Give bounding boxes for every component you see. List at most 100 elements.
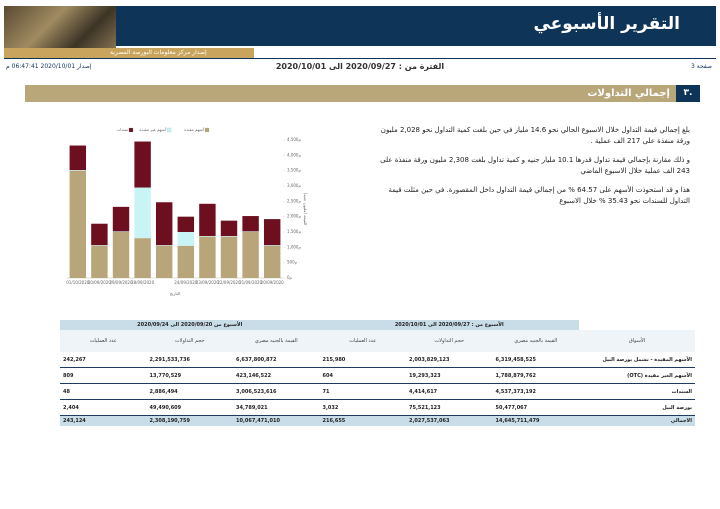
cell: الأسبوع من : 2020/09/27 الى 2020/10/01: [319, 320, 579, 330]
cell: 2,003,829,123: [406, 352, 493, 368]
y-tick-label: 4,500م: [287, 137, 301, 142]
bar-segment: [155, 245, 173, 246]
x-tick-label: 28/09/2020: [131, 280, 155, 285]
x-tick-label: 30/09/2020: [88, 280, 112, 285]
y-tick-label: 4,000م: [287, 152, 301, 157]
cell: الاجمالي: [579, 415, 695, 426]
x-tick-label: 01/10/2020: [66, 280, 90, 285]
report-title: التقرير الأسبوعي: [533, 14, 680, 34]
cell: 4,537,373,192: [492, 383, 579, 400]
y-tick-label: 3,000م: [287, 183, 301, 188]
bar-segment: [112, 231, 130, 232]
cell: 423,146,522: [233, 367, 320, 384]
bar-segment: [177, 245, 195, 278]
bar-segment: [177, 232, 195, 246]
data-row: بورصة النيل 50,477,067 75,521,123 3,032 34,7…: [60, 399, 695, 416]
cell: حجم التداولات: [406, 330, 493, 352]
x-axis-title: التاريخ: [170, 291, 180, 296]
legend-swatch: [204, 127, 210, 133]
x-tick-label: 29/09/2020: [109, 280, 133, 285]
x-tick-label: 24/09/2020: [174, 280, 198, 285]
cell: 2,027,537,063: [406, 415, 493, 426]
y-tick-label: 500م: [287, 260, 298, 265]
bar-segment: [220, 235, 238, 237]
bar-segment: [177, 216, 195, 232]
data-row: السندات 4,537,373,192 4,414,617 71 3,006,523…: [60, 383, 695, 400]
paragraph: و ذلك مقارنة بإجمالي قيمة تداول قدرها 10…: [380, 156, 690, 175]
header-bar: [116, 6, 716, 46]
legend-label: أسهم مقيدة: [184, 127, 204, 132]
bar-segment: [220, 220, 238, 236]
cell: 3,006,523,616: [233, 383, 320, 400]
bar-segment: [112, 206, 130, 232]
cell: 604: [319, 367, 406, 384]
cell: 6,637,800,872: [233, 352, 320, 368]
bar-segment: [69, 170, 87, 171]
bar-segment: [69, 145, 87, 171]
data-row: الأسهم المقيدة - تشمل بورصة النيل 6,319,4…: [60, 352, 695, 368]
bar-segment: [91, 223, 108, 246]
cell: 3,032: [319, 399, 406, 416]
paragraph: هذا و قد استحوذت الأسهم على 64.57 % من إ…: [388, 186, 690, 205]
legend-label: أسهم غير مقيدة: [139, 127, 166, 132]
cell: 243,124: [60, 415, 147, 426]
bar-segment: [155, 245, 173, 278]
cell: القيمة بالجنيه مصري: [233, 330, 320, 352]
cell: 13,770,529: [146, 367, 233, 384]
bar-segment: [220, 236, 238, 278]
trading-table: الأسبوع من : 2020/09/27 الى 2020/10/01 ال…: [60, 320, 695, 426]
section-bar: [25, 85, 700, 102]
cell: عدد العمليات: [60, 330, 147, 352]
issue-date: إصدار 2020/10/01 06:47:41 م: [6, 63, 92, 70]
bar-segment: [134, 238, 151, 278]
paragraph: بلغ إجمالي قيمة التداول خلال الاسبوع الح…: [380, 126, 690, 145]
cell: 1,788,879,762: [492, 367, 579, 384]
bar-segment: [263, 219, 281, 246]
data-row: الأسهم الغير مقيدة (OTC) 1,788,879,762 19,…: [60, 367, 695, 384]
legend-swatch: [128, 127, 134, 133]
cell: 809: [60, 367, 147, 384]
legend-label: سندات: [116, 127, 128, 132]
bar-segment: [91, 245, 108, 246]
cell: 2,404: [60, 399, 147, 416]
subtitle-strip: [4, 48, 254, 58]
bar-segment: [242, 232, 259, 278]
y-tick-label: 0م: [287, 275, 293, 280]
cell: 14,645,711,479: [492, 415, 579, 426]
cell: 49,490,609: [146, 399, 233, 416]
bar-segment: [242, 231, 259, 232]
header-row: الأسواق القيمة بالجنيه مصري حجم التداولات ع…: [60, 330, 695, 352]
header-photo: [4, 6, 116, 52]
cell: 2,308,190,759: [146, 415, 233, 426]
cell: بورصة النيل: [579, 399, 695, 416]
y-tick-label: 1,500م: [287, 229, 301, 234]
x-tick-label: 23/09/2020: [196, 280, 220, 285]
rule: [4, 58, 716, 59]
section-title: إجمالي التداولات: [587, 88, 670, 99]
group-row: الأسبوع من : 2020/09/27 الى 2020/10/01 ال…: [60, 320, 695, 330]
cell: 75,521,123: [406, 399, 493, 416]
cell: 19,293,323: [406, 367, 493, 384]
bar-segment: [134, 141, 151, 188]
bar-segment: [69, 170, 87, 278]
cell: [579, 320, 695, 330]
cell: 216,655: [319, 415, 406, 426]
cell: 50,477,067: [492, 399, 579, 416]
bar-segment: [263, 245, 281, 246]
x-tick-label: 20/09/2020: [261, 280, 285, 285]
cell: 10,067,471,010: [233, 415, 320, 426]
bar-segment: [199, 236, 216, 278]
x-tick-label: 22/09/2020: [217, 280, 241, 285]
cell: 48: [60, 383, 147, 400]
cell: الأسهم المقيدة - تشمل بورصة النيل: [579, 352, 695, 368]
bar-segment: [263, 245, 281, 278]
bar-segment: [112, 232, 130, 278]
cell: السندات: [579, 383, 695, 400]
y-tick-label: 2,000م: [287, 214, 301, 219]
cell: 4,414,617: [406, 383, 493, 400]
cell: 34,789,021: [233, 399, 320, 416]
chart: 0م 500م 1,000م 1,500م 2,000م 2,500م 3,000م 3,50…: [66, 127, 308, 296]
y-tick-label: 3,500م: [287, 168, 301, 173]
paragraphs: بلغ إجمالي قيمة التداول خلال الاسبوع الح…: [368, 125, 690, 215]
